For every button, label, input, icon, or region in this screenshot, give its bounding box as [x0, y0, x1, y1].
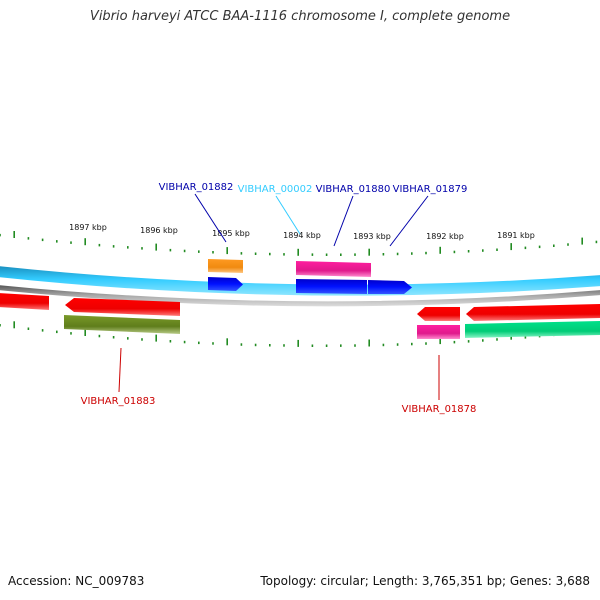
callout-line — [275, 195, 301, 235]
lower-features — [0, 293, 600, 339]
callout-line — [118, 347, 122, 393]
gene-arrow[interactable] — [296, 279, 367, 294]
upper-features — [208, 259, 412, 294]
gene-arrow[interactable] — [208, 277, 243, 291]
gene-arrow[interactable] — [0, 293, 49, 310]
callout-line — [194, 193, 227, 243]
gene-label[interactable]: VIBHAR_01883 — [81, 396, 156, 407]
gene-feature[interactable] — [208, 259, 243, 273]
gene-label[interactable]: VIBHAR_01878 — [402, 404, 477, 415]
gene-arrow[interactable] — [368, 280, 412, 294]
scale-label: 1892 kbp — [426, 232, 464, 241]
gene-label[interactable]: VIBHAR_00002 — [238, 184, 313, 195]
gene-feature[interactable] — [64, 315, 180, 334]
scale-label: 1891 kbp — [497, 231, 535, 240]
scale-label: 1895 kbp — [212, 229, 250, 238]
map-title: Vibrio harveyi ATCC BAA-1116 chromosome … — [89, 9, 511, 24]
accession-text: Accession: NC_009783 — [8, 574, 145, 588]
genome-stats-text: Topology: circular; Length: 3,765,351 bp… — [260, 574, 590, 588]
gene-feature[interactable] — [296, 261, 371, 277]
gene-feature[interactable] — [417, 325, 460, 339]
scale-label: 1894 kbp — [283, 231, 321, 240]
gene-labels: VIBHAR_01882 VIBHAR_00002 VIBHAR_01880 V… — [81, 182, 477, 415]
gene-arrow[interactable] — [65, 298, 180, 316]
callout-line — [333, 195, 354, 247]
callout-line — [389, 195, 429, 247]
callout-lines — [118, 193, 440, 400]
gene-arrow[interactable] — [417, 307, 460, 321]
gene-arrow[interactable] — [466, 304, 600, 321]
gene-label[interactable]: VIBHAR_01882 — [159, 182, 234, 193]
plus-strand-track — [0, 266, 600, 296]
scale-label: 1897 kbp — [69, 223, 107, 232]
scale-label: 1893 kbp — [353, 232, 391, 241]
gene-feature[interactable] — [465, 321, 600, 338]
gene-label[interactable]: VIBHAR_01879 — [393, 184, 468, 195]
scale-labels: 1897 kbp 1896 kbp 1895 kbp 1894 kbp 1893… — [69, 223, 535, 241]
scale-label: 1896 kbp — [140, 226, 178, 235]
gene-label[interactable]: VIBHAR_01880 — [316, 184, 391, 195]
scale-ticks-outer — [0, 231, 598, 256]
